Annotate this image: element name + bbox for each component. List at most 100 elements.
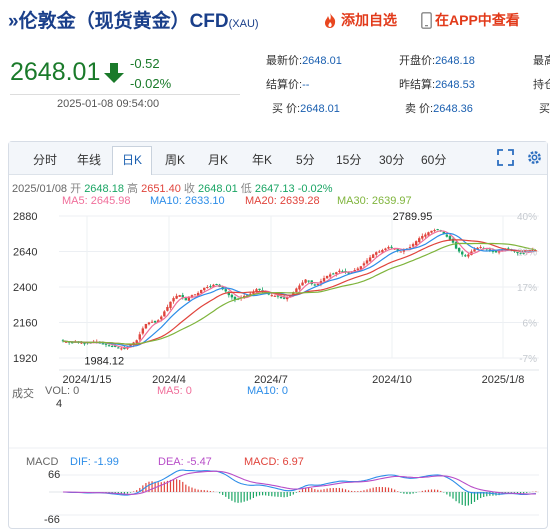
macd-axis-top: 66 [48,469,61,481]
candle-body [246,295,249,297]
tab-60min[interactable]: 60分 [421,153,447,167]
candle-body [461,251,464,255]
open-app-button[interactable]: 在APP中查看 [421,10,520,30]
arrow-down-icon [104,63,124,83]
price-tick-label: 2880 [13,211,37,223]
candle-body [356,268,360,270]
symbol-label: (XAU) [228,18,259,30]
tab-yearly-k[interactable]: 年K [252,153,273,167]
candle-body [479,247,482,249]
add-favorite-button[interactable]: 添加自选 [322,10,397,30]
ma30-label: MA30: 2639.97 [337,195,412,207]
candle-body [273,295,277,297]
candle-body [104,343,108,345]
candle-body [368,257,372,262]
candle-body [193,294,197,296]
tab-30min[interactable]: 30分 [379,153,405,167]
candle-body [341,271,344,273]
candle-body [328,274,332,277]
candle-body [445,234,449,237]
candle-body [255,289,258,292]
candle-body [292,292,295,296]
candle-body [61,340,65,342]
candle-body [282,297,286,299]
fullscreen-icon[interactable] [497,149,514,166]
candle-body [129,344,132,347]
candle-body [212,284,215,287]
candle-body [436,229,439,231]
candle-body [322,278,326,282]
candle-body [325,275,329,279]
ohlc-readout: 2025/01/08 开 2648.18 高 2651.40 收 2648.01… [12,183,333,195]
tab-monthly-k[interactable]: 月K [208,153,229,167]
tab-daily-k[interactable]: 日K [112,146,153,175]
candle-body [421,235,424,239]
candle-body [258,288,261,290]
candle-body [464,255,467,257]
last-price: 2648.01 [10,58,101,86]
candle-body [138,334,141,340]
candle-body [414,241,418,246]
candle-body [365,260,369,264]
high-price-field: 最高 [533,55,550,67]
candle-body [107,345,111,347]
volume-label: 成交 [12,388,34,400]
candle-body [178,295,181,297]
quote-datetime: 2025-01-08 09:54:00 [57,98,160,110]
macd-dif: DIF: -1.99 [70,456,119,468]
candle-body [267,293,270,295]
candle-body [332,273,335,275]
candle-body [203,287,206,291]
tab-5min[interactable]: 5分 [296,153,315,167]
candle-body [227,291,231,296]
candle-body [206,287,209,288]
price-tick-label: 1920 [13,353,37,365]
candle-body [427,232,430,236]
time-tick-label: 2024/1/15 [63,374,112,386]
candle-body [448,236,452,240]
settings-icon[interactable] [526,149,543,166]
candle-body [408,247,412,249]
candle-body [64,341,68,343]
candle-body [187,297,191,301]
ma20-label: MA20: 2639.28 [245,195,320,207]
candle-body [252,291,255,294]
candle-body [494,250,498,253]
candle-body [166,306,169,311]
candle-body [467,254,470,257]
tab-year-line[interactable]: 年线 [77,153,102,167]
candlestick-chart[interactable]: 2880 40% 2640 29% 2400 17% 2160 6% 1920 -7% 2024/1… [9,205,547,529]
price-change: -0.52 [130,56,160,71]
candle-body [295,288,298,293]
high-annotation: 2789.95 [393,211,433,223]
buy-price-field: 买 价:2648.01 [272,103,340,115]
candle-body [249,293,252,295]
volume-axis-top: 4 [56,398,63,410]
candle-body [101,343,105,345]
sell-price-field: 卖 价:2648.36 [405,103,473,115]
dif-line [62,469,536,496]
candle-body [117,347,120,349]
volume-ma10: MA10: 0 [247,385,288,397]
candle-body [181,295,184,298]
candle-body [338,270,341,272]
title-text: 伦敦金（现货黄金）CFD [18,11,229,32]
time-tick-label: 2024/4 [152,374,186,386]
candle-body [384,248,387,251]
tab-15min[interactable]: 15分 [336,153,362,167]
ma10-label: MA10: 2633.10 [150,195,225,207]
latest-price-field: 最新价:2648.01 [266,55,342,67]
candle-body [215,283,218,285]
tab-intraday[interactable]: 分时 [33,153,58,167]
candle-body [83,343,86,345]
candle-body [375,252,378,255]
open-interest-field: 持仓 [533,79,550,91]
candle-body [298,285,301,290]
macd-label: MACD [26,456,59,468]
candle-body [381,250,384,253]
candle-body [473,249,476,252]
time-tick-label: 2024/10 [372,374,412,386]
time-tick-label: 2025/1/8 [482,374,525,386]
tab-weekly-k[interactable]: 周K [165,153,186,167]
period-tab-bar [9,142,547,175]
